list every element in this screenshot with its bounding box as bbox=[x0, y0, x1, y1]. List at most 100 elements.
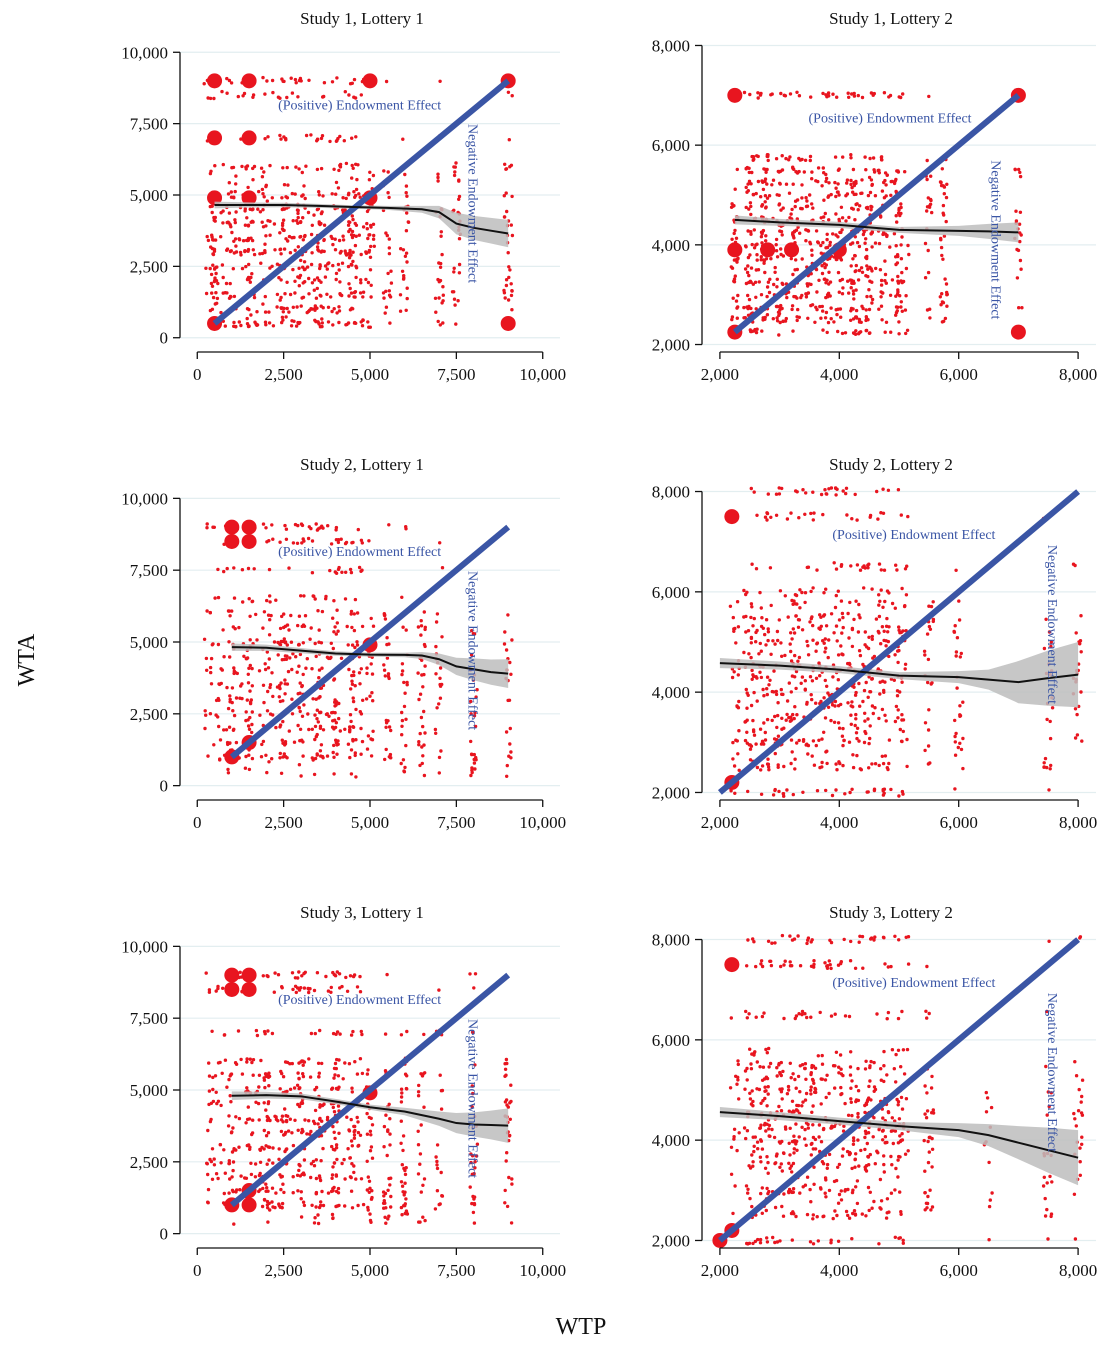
data-point bbox=[893, 1235, 897, 1240]
data-point bbox=[880, 189, 885, 193]
data-point bbox=[829, 486, 834, 490]
data-point bbox=[336, 136, 340, 141]
data-point bbox=[818, 765, 822, 770]
data-point bbox=[441, 293, 445, 297]
data-point bbox=[206, 1201, 210, 1205]
data-point bbox=[758, 93, 763, 97]
data-point bbox=[418, 692, 423, 696]
data-point bbox=[301, 1074, 306, 1079]
data-point bbox=[331, 1124, 335, 1129]
data-point bbox=[345, 624, 349, 629]
data-point bbox=[854, 288, 858, 292]
data-point bbox=[267, 1084, 271, 1088]
data-point bbox=[886, 965, 890, 969]
point-cluster bbox=[1010, 324, 1026, 340]
data-point bbox=[277, 1147, 281, 1151]
data-point bbox=[863, 1067, 868, 1071]
data-point bbox=[847, 1014, 852, 1019]
data-point bbox=[291, 1175, 295, 1179]
data-point bbox=[805, 1212, 810, 1217]
data-point bbox=[821, 328, 825, 332]
data-point bbox=[265, 1186, 269, 1190]
data-point bbox=[1049, 644, 1053, 649]
data-point bbox=[1042, 646, 1047, 651]
data-point bbox=[209, 1159, 214, 1164]
data-point bbox=[901, 1241, 905, 1245]
data-point bbox=[850, 517, 854, 521]
data-point bbox=[867, 307, 872, 312]
confidence-band bbox=[214, 201, 509, 248]
data-point bbox=[228, 249, 233, 254]
data-point bbox=[221, 291, 225, 295]
data-point bbox=[882, 629, 886, 633]
data-point bbox=[759, 195, 763, 199]
data-point bbox=[232, 294, 237, 299]
data-point bbox=[836, 307, 840, 311]
data-point bbox=[314, 1191, 318, 1196]
data-point bbox=[400, 672, 404, 677]
data-point bbox=[808, 675, 813, 679]
data-point bbox=[810, 1063, 814, 1068]
data-point bbox=[346, 321, 351, 325]
data-point bbox=[238, 970, 242, 974]
data-point bbox=[302, 986, 307, 990]
data-point bbox=[824, 172, 828, 177]
data-point bbox=[775, 277, 779, 281]
data-point bbox=[313, 308, 317, 312]
data-point bbox=[840, 216, 845, 220]
data-point bbox=[764, 1129, 768, 1133]
data-point bbox=[866, 274, 870, 279]
data-point bbox=[346, 643, 350, 647]
data-point bbox=[886, 488, 891, 492]
data-point bbox=[422, 1177, 427, 1181]
data-point bbox=[227, 211, 232, 215]
data-point bbox=[337, 320, 341, 325]
data-point bbox=[251, 93, 256, 97]
data-point bbox=[1042, 765, 1046, 769]
data-point bbox=[836, 721, 841, 725]
data-point bbox=[350, 1090, 354, 1094]
data-point bbox=[864, 237, 868, 241]
data-point bbox=[314, 1176, 319, 1181]
data-point bbox=[747, 273, 751, 278]
data-point bbox=[834, 212, 838, 216]
data-point bbox=[309, 1031, 314, 1036]
data-point bbox=[751, 728, 756, 732]
data-point bbox=[778, 1165, 782, 1170]
data-point bbox=[927, 94, 931, 99]
data-point bbox=[879, 1199, 884, 1203]
data-point bbox=[744, 167, 748, 171]
point-cluster bbox=[362, 73, 378, 89]
data-point bbox=[736, 752, 740, 756]
data-point bbox=[767, 683, 771, 687]
data-point bbox=[745, 1241, 749, 1246]
data-point bbox=[847, 740, 852, 744]
data-point bbox=[305, 657, 309, 661]
data-point bbox=[253, 1175, 258, 1179]
data-point bbox=[748, 1047, 752, 1051]
data-point bbox=[286, 1114, 290, 1119]
data-point bbox=[763, 177, 768, 181]
data-point bbox=[270, 671, 274, 675]
data-point bbox=[824, 624, 829, 628]
data-point bbox=[399, 1180, 404, 1184]
data-point bbox=[924, 1201, 929, 1206]
data-point bbox=[254, 1028, 259, 1033]
data-point bbox=[750, 668, 754, 673]
data-point bbox=[873, 706, 877, 710]
data-point bbox=[205, 526, 209, 530]
data-point bbox=[879, 158, 884, 162]
data-point bbox=[896, 708, 900, 712]
data-point bbox=[471, 1091, 475, 1096]
data-point bbox=[833, 1086, 837, 1090]
data-point bbox=[821, 1162, 826, 1166]
data-point bbox=[319, 710, 323, 714]
data-point bbox=[269, 613, 273, 618]
data-point bbox=[876, 517, 880, 521]
data-point bbox=[265, 598, 269, 603]
data-point bbox=[872, 1085, 877, 1089]
data-point bbox=[208, 712, 213, 716]
data-point bbox=[307, 1057, 311, 1061]
data-point bbox=[267, 321, 272, 325]
data-point bbox=[801, 1100, 805, 1104]
